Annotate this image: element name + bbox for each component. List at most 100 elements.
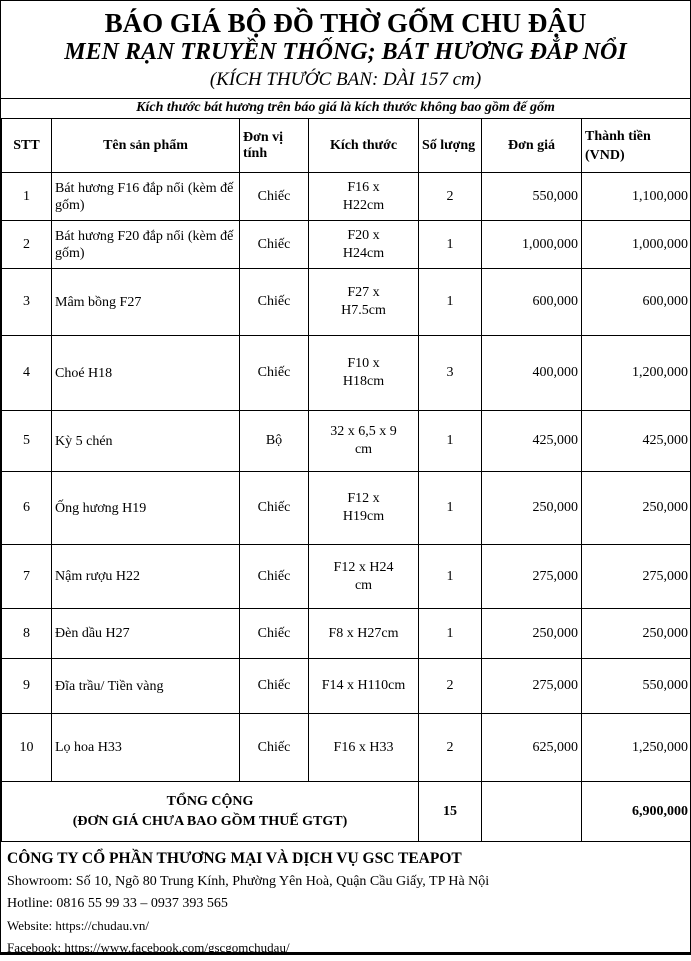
showroom-line: Showroom: Số 10, Ngõ 80 Trung Kính, Phườ… <box>7 874 490 889</box>
cell-product-name: Lọ hoa H33 <box>51 713 240 782</box>
col-header-unit-price: Đơn giá <box>481 118 582 173</box>
table-row: 8 Đèn dầu H27 Chiếc F8 x H27cm 1 250,000 250,0… <box>1 608 691 659</box>
cell-quantity: 1 <box>418 608 482 659</box>
facebook-line: Facebook: https://www.facebook.com/gscgo… <box>7 940 290 955</box>
cell-size: 32 x 6,5 x 9 cm <box>308 410 419 472</box>
total-amount: 6,900,000 <box>581 781 691 842</box>
table-rows: 1 Bát hương F16 đắp nổi (kèm đế gốm) Chiếc… <box>1 172 691 782</box>
total-label: TỔNG CỘNG (ĐƠN GIÁ CHƯA BAO GỒM THUẾ GTG… <box>1 781 419 842</box>
table-header: STT Tên sản phẩm Đơn vị tính Kích thước … <box>1 118 691 173</box>
table-row: 2 Bát hương F20 đắp nổi (kèm đế gốm) Chiếc… <box>1 220 691 269</box>
cell-total: 600,000 <box>581 268 691 336</box>
table-row: 6 Ống hương H19 Chiếc F12 x H19cm 1 250,000 25… <box>1 471 691 545</box>
cell-stt: 6 <box>1 471 52 545</box>
cell-size: F12 x H24 cm <box>308 544 419 609</box>
cell-unit: Chiếc <box>239 713 309 782</box>
cell-quantity: 1 <box>418 410 482 472</box>
cell-quantity: 1 <box>418 268 482 336</box>
cell-unit-price: 600,000 <box>481 268 582 336</box>
cell-size: F27 x H7.5cm <box>308 268 419 336</box>
table-row: 3 Mâm bồng F27 Chiếc F27 x H7.5cm 1 600,000 60… <box>1 268 691 336</box>
cell-unit: Chiếc <box>239 172 309 221</box>
cell-unit: Chiếc <box>239 471 309 545</box>
col-header-stt: STT <box>1 118 52 173</box>
cell-total: 1,100,000 <box>581 172 691 221</box>
cell-total: 1,000,000 <box>581 220 691 269</box>
cell-quantity: 1 <box>418 544 482 609</box>
website-line: Website: https://chudau.vn/ <box>7 918 149 933</box>
col-header-quantity: Số lượng <box>418 118 482 173</box>
cell-product-name: Đèn dầu H27 <box>51 608 240 659</box>
cell-quantity: 1 <box>418 220 482 269</box>
cell-stt: 4 <box>1 335 52 411</box>
cell-unit-price: 550,000 <box>481 172 582 221</box>
cell-stt: 1 <box>1 172 52 221</box>
price-table: STT Tên sản phẩm Đơn vị tính Kích thước … <box>1 118 691 842</box>
cell-total: 1,200,000 <box>581 335 691 411</box>
col-header-unit: Đơn vị tính <box>239 118 309 173</box>
cell-total: 250,000 <box>581 471 691 545</box>
cell-product-name: Mâm bồng F27 <box>51 268 240 336</box>
cell-stt: 7 <box>1 544 52 609</box>
cell-product-name: Kỳ 5 chén <box>51 410 240 472</box>
cell-stt: 2 <box>1 220 52 269</box>
cell-quantity: 1 <box>418 471 482 545</box>
cell-unit-price: 250,000 <box>481 471 582 545</box>
document-title: BÁO GIÁ BỘ ĐỒ THỜ GỐM CHU ĐẬU <box>104 8 587 38</box>
col-header-total: Thành tiền (VND) <box>581 118 691 173</box>
cell-unit: Chiếc <box>239 220 309 269</box>
cell-total: 1,250,000 <box>581 713 691 782</box>
total-quantity: 15 <box>418 781 482 842</box>
cell-unit: Bộ <box>239 410 309 472</box>
cell-unit-price: 275,000 <box>481 658 582 714</box>
cell-unit-price: 275,000 <box>481 544 582 609</box>
table-row: 4 Choé H18 Chiếc F10 x H18cm 3 400,000 1,200,0… <box>1 335 691 411</box>
cell-size: F16 x H22cm <box>308 172 419 221</box>
cell-unit: Chiếc <box>239 544 309 609</box>
cell-unit-price: 250,000 <box>481 608 582 659</box>
col-header-product-name: Tên sản phẩm <box>51 118 240 173</box>
cell-product-name: Bát hương F16 đắp nổi (kèm đế gốm) <box>51 172 240 221</box>
total-label-line1: TỔNG CỘNG <box>166 793 254 809</box>
cell-unit: Chiếc <box>239 608 309 659</box>
cell-quantity: 2 <box>418 658 482 714</box>
company-footer: CÔNG TY CỔ PHẦN THƯƠNG MẠI VÀ DỊCH VỤ GS… <box>1 842 690 959</box>
cell-total: 550,000 <box>581 658 691 714</box>
cell-total: 425,000 <box>581 410 691 472</box>
total-label-line2: (ĐƠN GIÁ CHƯA BAO GỒM THUẾ GTGT) <box>72 813 348 829</box>
cell-size: F20 x H24cm <box>308 220 419 269</box>
cell-size: F14 x H110cm <box>308 658 419 714</box>
table-row: 7 Nậm rượu H22 Chiếc F12 x H24 cm 1 275,000 27… <box>1 544 691 609</box>
table-row: 1 Bát hương F16 đắp nổi (kèm đế gốm) Chiếc… <box>1 172 691 221</box>
title-block: BÁO GIÁ BỘ ĐỒ THỜ GỐM CHU ĐẬU MEN RẠN TR… <box>1 1 690 99</box>
cell-stt: 10 <box>1 713 52 782</box>
cell-stt: 5 <box>1 410 52 472</box>
cell-stt: 3 <box>1 268 52 336</box>
cell-unit-price: 625,000 <box>481 713 582 782</box>
document-subtitle: MEN RẠN TRUYỀN THỐNG; BÁT HƯƠNG ĐẮP NỔI <box>64 39 627 65</box>
cell-product-name: Đĩa trầu/ Tiền vàng <box>51 658 240 714</box>
cell-unit: Chiếc <box>239 658 309 714</box>
total-row: TỔNG CỘNG (ĐƠN GIÁ CHƯA BAO GỒM THUẾ GTG… <box>1 781 691 842</box>
table-row: 9 Đĩa trầu/ Tiền vàng Chiếc F14 x H110cm 2 27… <box>1 658 691 714</box>
cell-quantity: 3 <box>418 335 482 411</box>
cell-unit-price: 425,000 <box>481 410 582 472</box>
cell-product-name: Ống hương H19 <box>51 471 240 545</box>
cell-unit: Chiếc <box>239 335 309 411</box>
cell-stt: 9 <box>1 658 52 714</box>
cell-product-name: Nậm rượu H22 <box>51 544 240 609</box>
col-header-size: Kích thước <box>308 118 419 173</box>
cell-size: F8 x H27cm <box>308 608 419 659</box>
cell-quantity: 2 <box>418 713 482 782</box>
size-note: (KÍCH THƯỚC BAN: DÀI 157 cm) <box>209 69 482 90</box>
cell-size: F16 x H33 <box>308 713 419 782</box>
cell-stt: 8 <box>1 608 52 659</box>
cell-unit-price: 1,000,000 <box>481 220 582 269</box>
cell-size: F10 x H18cm <box>308 335 419 411</box>
hotline-line: Hotline: 0816 55 99 33 – 0937 393 565 <box>7 896 228 911</box>
company-name: CÔNG TY CỔ PHẦN THƯƠNG MẠI VÀ DỊCH VỤ GS… <box>7 850 462 867</box>
cell-total: 275,000 <box>581 544 691 609</box>
table-row: 10 Lọ hoa H33 Chiếc F16 x H33 2 625,000 1,250,… <box>1 713 691 782</box>
